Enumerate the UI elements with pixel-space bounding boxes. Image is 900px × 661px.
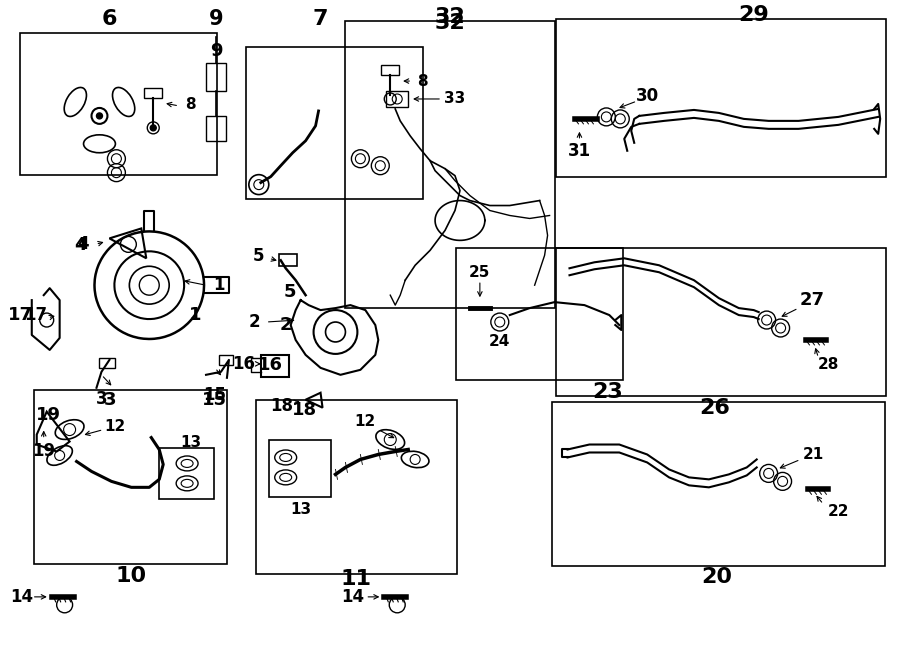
Bar: [456, 249, 624, 380]
Text: 32: 32: [435, 13, 465, 33]
Text: 3: 3: [104, 391, 117, 408]
Text: 22: 22: [828, 504, 849, 519]
Text: 27: 27: [800, 291, 825, 309]
Text: 28: 28: [818, 358, 839, 372]
Bar: [100, 358, 115, 368]
Text: 23: 23: [592, 382, 623, 402]
Text: 21: 21: [803, 447, 824, 462]
Text: 16: 16: [258, 356, 284, 374]
Text: 14: 14: [341, 588, 364, 606]
Bar: [386, 91, 409, 107]
Text: 15: 15: [203, 386, 227, 404]
Text: 2: 2: [249, 313, 261, 331]
Text: 2: 2: [279, 316, 292, 334]
Text: 1: 1: [213, 276, 225, 294]
Bar: [206, 63, 226, 91]
Bar: [20, 33, 217, 175]
Bar: [246, 47, 423, 198]
Bar: [261, 355, 289, 377]
Text: 12: 12: [104, 419, 126, 434]
Bar: [269, 440, 330, 497]
Text: 19: 19: [36, 406, 61, 424]
Bar: [552, 402, 886, 566]
Text: 4: 4: [75, 237, 86, 254]
Text: 6: 6: [102, 9, 117, 29]
Bar: [219, 355, 233, 365]
Text: 14: 14: [10, 588, 33, 606]
Bar: [382, 65, 400, 75]
Text: 16: 16: [232, 355, 256, 373]
Bar: [206, 116, 226, 141]
Bar: [279, 254, 297, 266]
Bar: [256, 400, 457, 574]
Text: 33: 33: [445, 91, 465, 106]
Text: 5: 5: [253, 247, 265, 265]
Text: 26: 26: [699, 398, 730, 418]
Bar: [34, 390, 227, 564]
Text: 4: 4: [77, 235, 89, 253]
Text: 30: 30: [635, 87, 659, 105]
Text: 19: 19: [32, 442, 55, 461]
Text: 7: 7: [313, 9, 328, 29]
Text: 9: 9: [209, 9, 223, 29]
Bar: [555, 19, 886, 176]
Bar: [346, 21, 554, 308]
Text: 13: 13: [181, 435, 202, 450]
Text: 17: 17: [24, 306, 48, 324]
Text: 1: 1: [189, 306, 202, 324]
Text: 31: 31: [568, 141, 591, 160]
Text: 8: 8: [417, 73, 428, 89]
Text: 18: 18: [270, 397, 293, 414]
Bar: [144, 88, 162, 98]
Circle shape: [96, 113, 103, 119]
Text: 15: 15: [202, 391, 227, 408]
Text: 25: 25: [469, 265, 491, 280]
Text: 20: 20: [701, 567, 733, 587]
Text: 12: 12: [355, 414, 376, 429]
Text: 10: 10: [116, 566, 147, 586]
Text: 5: 5: [284, 283, 296, 301]
Text: 17: 17: [8, 306, 33, 324]
Text: 24: 24: [489, 334, 510, 350]
Text: 3: 3: [95, 390, 107, 408]
Text: 9: 9: [210, 42, 222, 60]
Bar: [159, 447, 214, 499]
Text: 11: 11: [341, 569, 372, 589]
Text: 13: 13: [290, 502, 311, 517]
Text: 8: 8: [184, 97, 195, 112]
Bar: [555, 249, 886, 396]
Text: 18: 18: [292, 401, 317, 418]
Text: 29: 29: [738, 5, 770, 25]
Text: 32: 32: [435, 7, 465, 27]
Circle shape: [150, 125, 157, 131]
